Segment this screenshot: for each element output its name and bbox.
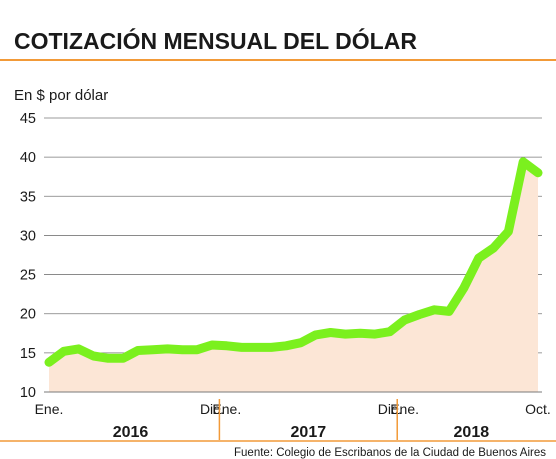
y-tick-label: 25	[20, 268, 36, 284]
year-labels: 2016 2017 2018	[113, 424, 490, 441]
y-tick-label: 20	[20, 307, 36, 323]
y-tick-label: 30	[20, 228, 36, 244]
area-fill	[49, 161, 538, 392]
x-tick-label: Oct.	[525, 401, 551, 417]
year-label: 2017	[291, 424, 327, 441]
chart-title: COTIZACIÓN MENSUAL DEL DÓLAR	[14, 27, 417, 54]
source-note: Fuente: Colegio de Escribanos de la Ciud…	[234, 447, 546, 459]
y-tick-label: 35	[20, 189, 36, 205]
y-tick-label: 40	[20, 150, 36, 166]
y-tick-label: 10	[20, 385, 36, 401]
y-axis-unit-label: En $ por dólar	[14, 87, 108, 104]
year-label: 2018	[454, 424, 490, 441]
x-tick-labels: Ene. Dic.Ene. Dic.Ene. Oct.	[35, 401, 551, 417]
x-tick-label: Ene.	[35, 401, 64, 417]
x-tick-label: Dic.	[378, 401, 402, 417]
y-tick-labels: 10 15 20 25 30 35 40 45	[20, 111, 36, 401]
year-label: 2016	[113, 424, 149, 441]
year-separators	[218, 399, 398, 440]
x-tick-label: Dic.	[200, 401, 224, 417]
y-tick-label: 45	[20, 111, 36, 127]
series-line	[44, 157, 543, 367]
y-tick-label: 15	[20, 346, 36, 362]
x-tick-label: Ene.	[390, 401, 419, 417]
x-tick-label: Ene.	[212, 401, 241, 417]
